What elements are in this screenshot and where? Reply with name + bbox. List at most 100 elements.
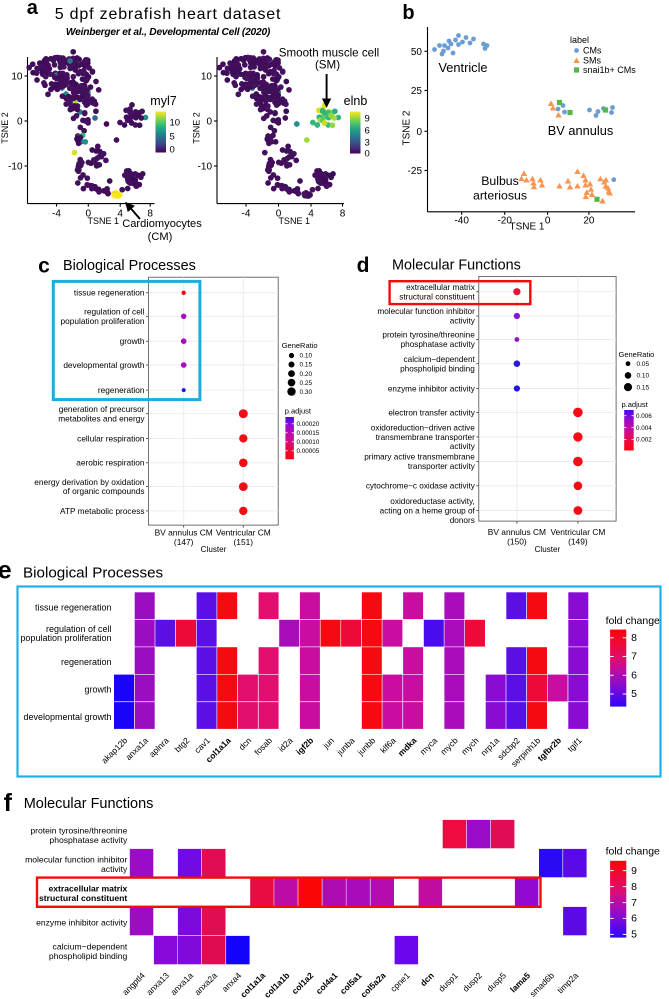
- svg-text:a: a: [27, 0, 39, 19]
- svg-text:6: 6: [365, 126, 370, 137]
- svg-text:0: 0: [276, 209, 282, 220]
- svg-text:molecular function inhibitor: molecular function inhibitor: [377, 307, 475, 316]
- svg-text:(SM): (SM): [315, 59, 340, 72]
- svg-text:anxa1a: anxa1a: [168, 970, 195, 997]
- svg-text:transporter activity: transporter activity: [408, 462, 476, 471]
- svg-text:junba: junba: [334, 735, 357, 758]
- svg-text:cellular respiration: cellular respiration: [77, 433, 145, 443]
- svg-text:0.00010: 0.00010: [297, 439, 320, 446]
- svg-text:Molecular Functions: Molecular Functions: [24, 796, 154, 812]
- svg-text:20: 20: [583, 216, 595, 227]
- svg-text:id2a: id2a: [276, 735, 295, 754]
- svg-text:Ventricular CM: Ventricular CM: [550, 527, 605, 537]
- svg-text:elnb: elnb: [344, 94, 368, 108]
- svg-text:p.adjust: p.adjust: [285, 407, 312, 416]
- svg-text:0: 0: [170, 145, 175, 156]
- svg-text:growth: growth: [84, 685, 111, 695]
- svg-text:9: 9: [631, 865, 637, 877]
- svg-text:tissue regeneration: tissue regeneration: [35, 602, 112, 612]
- svg-text:structural constituent: structural constituent: [399, 292, 475, 301]
- svg-text:8: 8: [340, 209, 346, 220]
- svg-text:-4: -4: [242, 209, 251, 220]
- svg-text:0.00015: 0.00015: [297, 430, 320, 437]
- svg-text:-40: -40: [454, 216, 469, 227]
- svg-text:25: 25: [411, 86, 423, 97]
- svg-text:0.10: 0.10: [637, 373, 650, 380]
- svg-text:Smooth muscle cell: Smooth muscle cell: [279, 47, 380, 60]
- svg-text:snai1b+ CMs: snai1b+ CMs: [583, 65, 636, 75]
- svg-text:10: 10: [170, 118, 181, 129]
- svg-text:0.004: 0.004: [636, 425, 652, 432]
- svg-text:developmental growth: developmental growth: [23, 712, 111, 722]
- svg-text:donors: donors: [450, 516, 475, 525]
- svg-text:Biological Processes: Biological Processes: [63, 258, 196, 274]
- svg-text:phospholipid binding: phospholipid binding: [400, 364, 475, 373]
- svg-text:energy derivation by oxidation: energy derivation by oxidation: [34, 477, 145, 487]
- svg-text:growth: growth: [120, 336, 145, 346]
- svg-text:akap12b: akap12b: [99, 735, 129, 765]
- svg-text:(CM): (CM): [148, 231, 173, 243]
- svg-text:c: c: [38, 255, 50, 278]
- svg-text:(149): (149): [568, 536, 588, 546]
- svg-text:activity: activity: [101, 864, 128, 874]
- svg-text:anxa13: anxa13: [144, 970, 171, 997]
- svg-text:0: 0: [17, 117, 23, 128]
- svg-text:5: 5: [631, 688, 637, 700]
- svg-text:0.20: 0.20: [300, 371, 313, 378]
- svg-text:5 dpf zebrafish heart dataset: 5 dpf zebrafish heart dataset: [55, 6, 282, 23]
- svg-text:Weinberger et al., Development: Weinberger et al., Developmental Cell (2…: [66, 27, 271, 38]
- svg-text:cpne1: cpne1: [388, 970, 412, 994]
- svg-text:BV annulus CM: BV annulus CM: [488, 527, 546, 537]
- svg-text:timp2a: timp2a: [555, 970, 580, 995]
- svg-text:Cluster: Cluster: [201, 545, 227, 554]
- svg-text:0: 0: [416, 127, 422, 138]
- svg-text:population proliferation: population proliferation: [20, 633, 111, 643]
- svg-text:0.30: 0.30: [300, 389, 313, 396]
- svg-text:molecular function inhibitor: molecular function inhibitor: [25, 855, 127, 865]
- svg-text:50: 50: [411, 47, 423, 58]
- svg-text:Molecular Functions: Molecular Functions: [392, 258, 521, 274]
- svg-text:col1a2: col1a2: [290, 970, 316, 996]
- svg-text:0.006: 0.006: [636, 413, 652, 420]
- svg-text:0: 0: [86, 209, 92, 220]
- svg-text:0.10: 0.10: [300, 353, 313, 360]
- svg-text:Cardiomyocytes: Cardiomyocytes: [122, 218, 202, 230]
- svg-text:transmembrane transporter: transmembrane transporter: [376, 433, 475, 442]
- svg-text:extracellular matrix: extracellular matrix: [48, 884, 127, 894]
- svg-text:cytochrome−c oxidase activity: cytochrome−c oxidase activity: [366, 482, 476, 491]
- svg-text:primary active transmembrane: primary active transmembrane: [364, 453, 475, 462]
- svg-text:label: label: [570, 35, 589, 45]
- svg-text:-4: -4: [52, 209, 61, 220]
- svg-text:f: f: [4, 789, 13, 817]
- svg-text:4: 4: [117, 209, 123, 220]
- svg-text:Bulbus: Bulbus: [481, 174, 519, 188]
- svg-text:5: 5: [631, 929, 637, 941]
- svg-text:anxa1a: anxa1a: [123, 735, 150, 762]
- svg-text:(150): (150): [507, 536, 527, 546]
- svg-text:Cluster: Cluster: [535, 545, 561, 554]
- svg-text:-10: -10: [198, 162, 213, 173]
- svg-text:activity: activity: [450, 317, 476, 326]
- svg-text:oxidoreductase activity,: oxidoreductase activity,: [390, 497, 475, 506]
- svg-text:extracellular matrix: extracellular matrix: [406, 283, 475, 292]
- svg-text:igf2b: igf2b: [294, 735, 315, 756]
- svg-text:regeneration: regeneration: [98, 385, 145, 395]
- svg-text:b: b: [402, 2, 414, 24]
- svg-text:acting on a heme group of: acting on a heme group of: [380, 506, 476, 515]
- svg-text:calcium−dependent: calcium−dependent: [404, 355, 476, 364]
- svg-text:GeneRatio: GeneRatio: [282, 341, 318, 350]
- svg-text:TSNE 2: TSNE 2: [0, 112, 10, 144]
- svg-text:anxa2a: anxa2a: [192, 970, 219, 997]
- svg-text:8: 8: [147, 209, 153, 220]
- svg-text:dusp2: dusp2: [460, 970, 484, 994]
- svg-text:0: 0: [206, 117, 212, 128]
- svg-text:dusp1: dusp1: [436, 970, 460, 994]
- svg-text:10: 10: [201, 72, 213, 83]
- svg-text:electron transfer activity: electron transfer activity: [388, 408, 475, 417]
- svg-text:BV annulus: BV annulus: [548, 123, 613, 138]
- svg-text:0.002: 0.002: [636, 437, 652, 444]
- svg-text:7: 7: [631, 651, 637, 663]
- svg-text:population proliferation: population proliferation: [61, 316, 145, 326]
- svg-text:6: 6: [631, 913, 637, 925]
- svg-text:calcium−dependent: calcium−dependent: [53, 942, 128, 952]
